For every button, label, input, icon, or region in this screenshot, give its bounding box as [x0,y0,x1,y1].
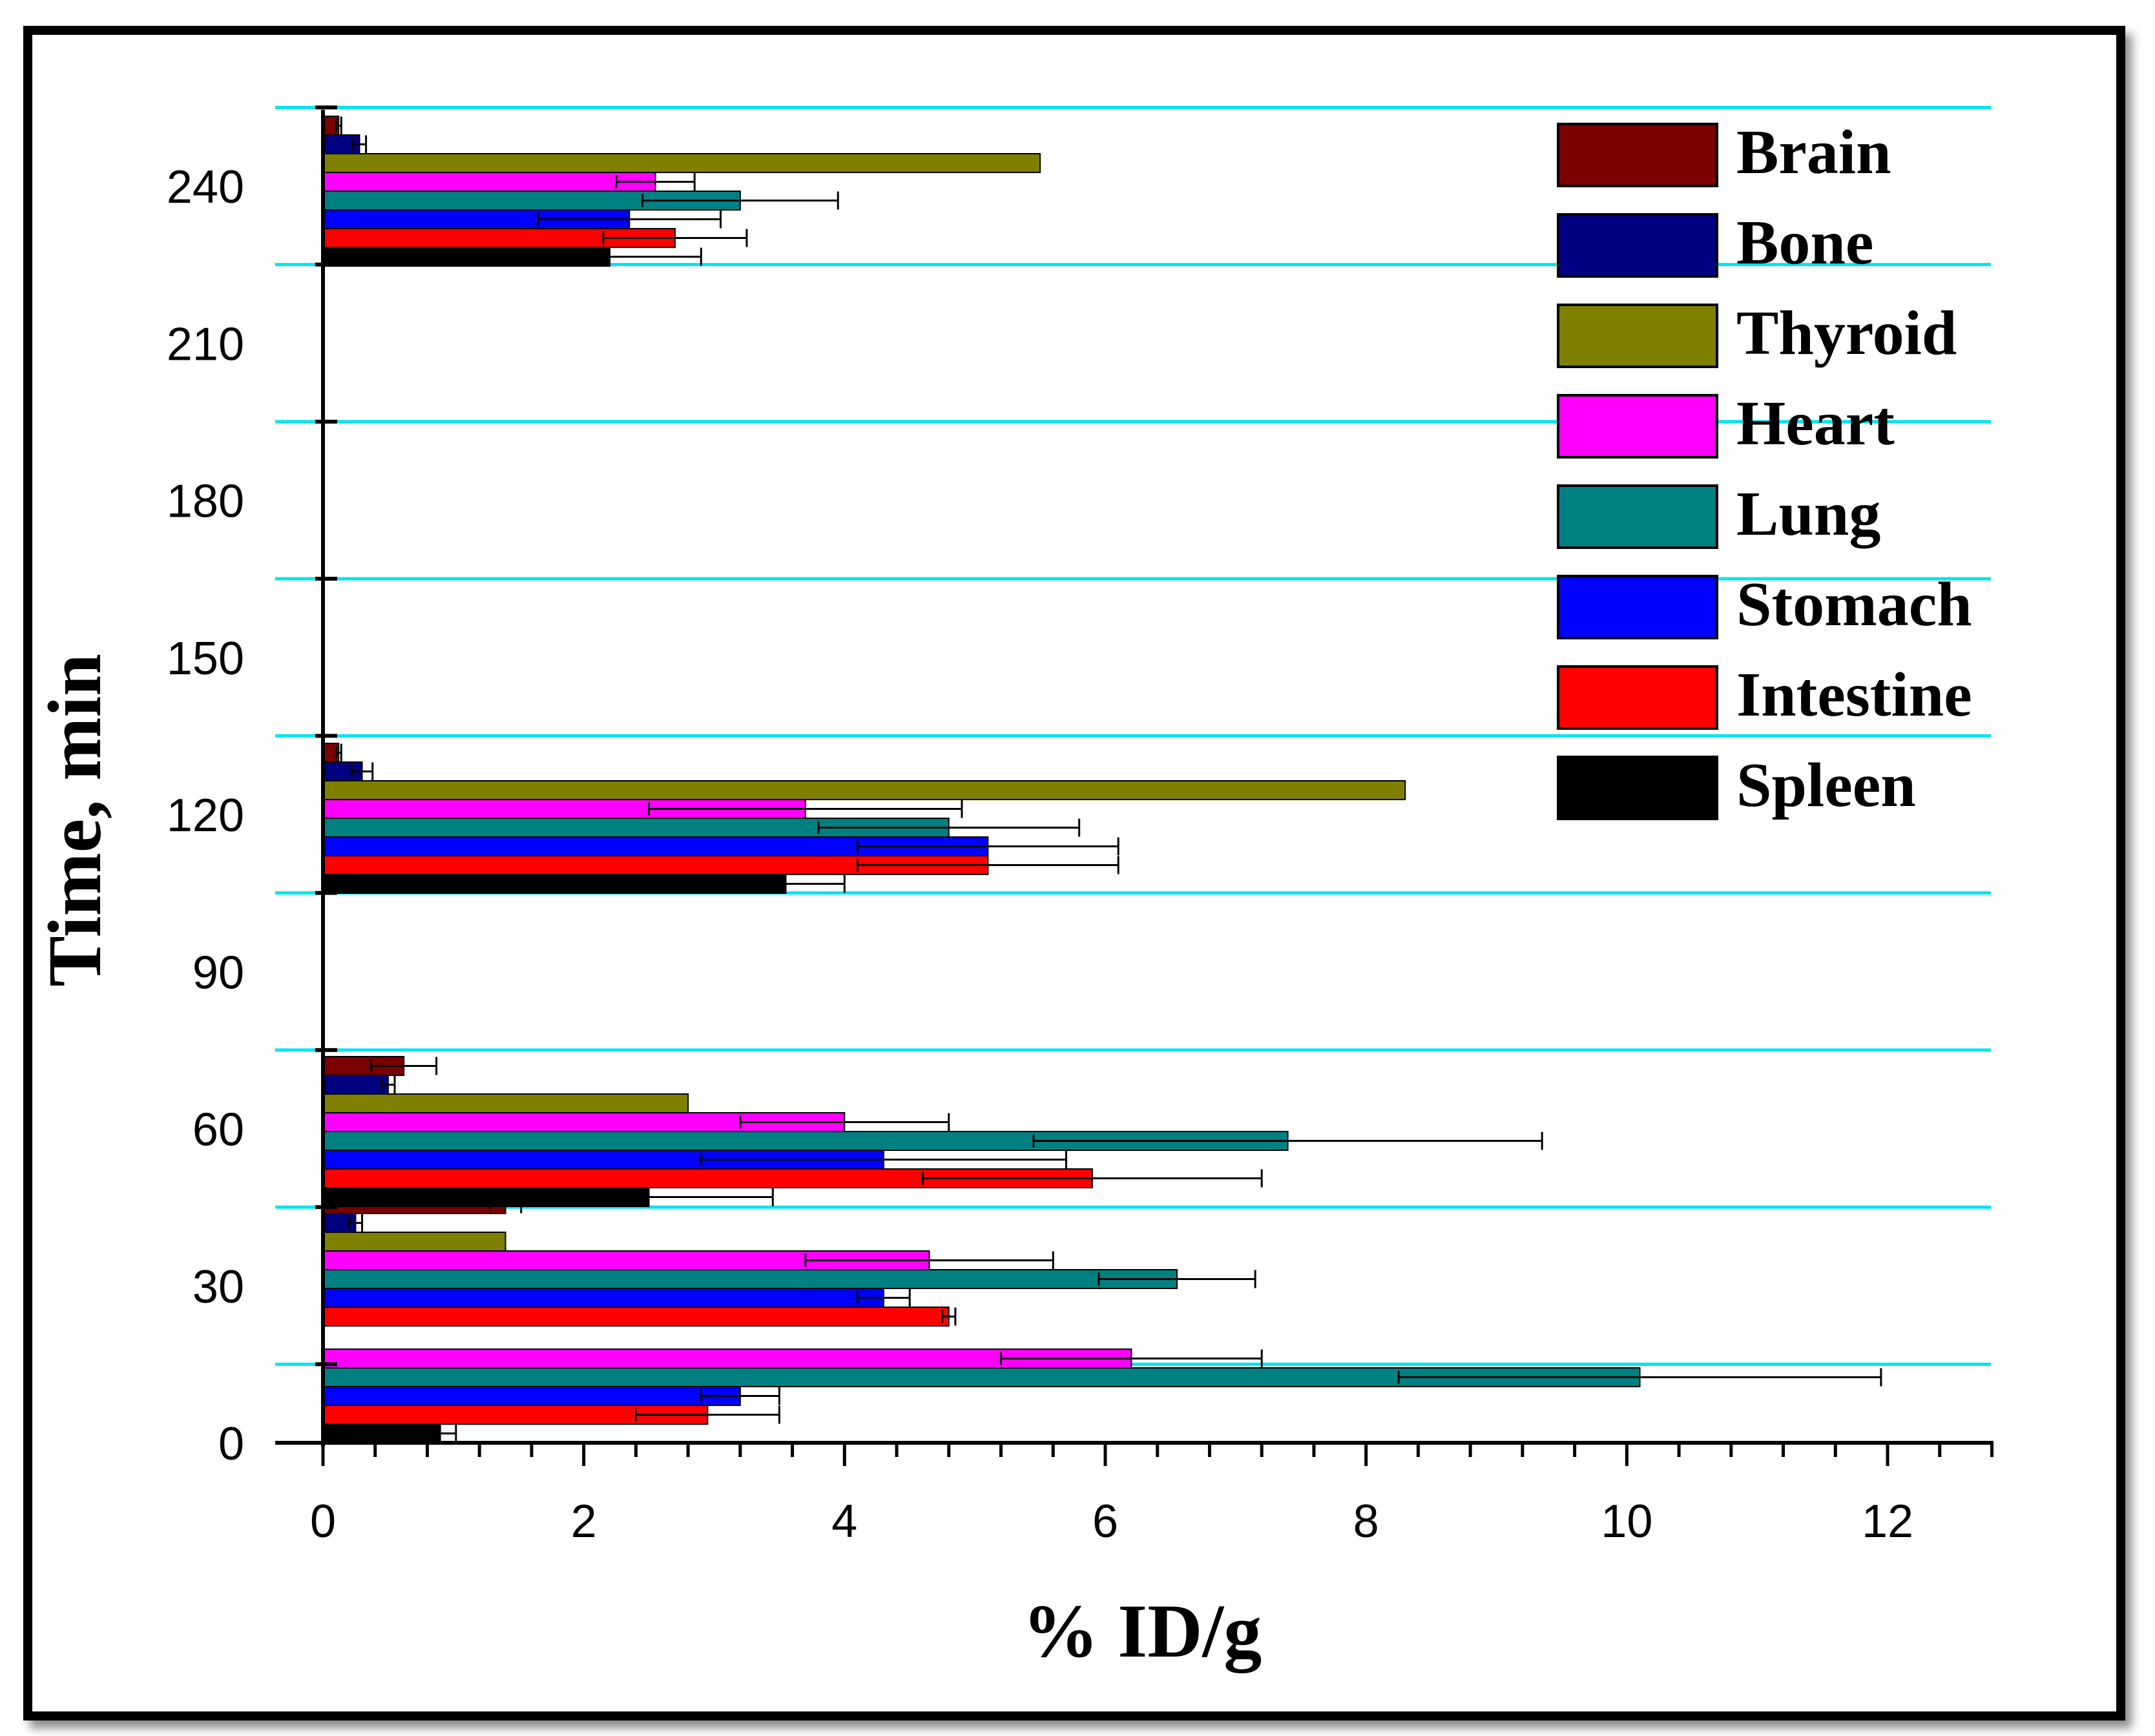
x-axis-title: % ID/g [1023,1589,1262,1673]
y-tick-label: 120 [167,790,244,842]
y-tick-label: 150 [167,633,244,685]
bar-spleen-0-15 [322,1423,441,1443]
bar-bone-60 [322,1075,389,1095]
bar-spleen-120 [322,874,787,894]
y-tick-label: 60 [193,1104,244,1156]
legend-swatch-intestine [1557,665,1718,730]
legend-swatch-stomach [1557,575,1718,639]
x-tick-label: 4 [831,1496,857,1547]
legend-label-lung: Lung [1736,479,1880,549]
y-tick-label: 180 [167,476,244,528]
x-tick-label: 2 [571,1496,597,1547]
x-tick-label: 6 [1092,1496,1118,1547]
legend-swatch-heart [1557,394,1718,459]
legend-swatch-spleen [1557,756,1718,820]
legend-label-bone: Bone [1736,208,1873,278]
legend-label-thyroid: Thyroid [1736,298,1957,368]
legend-swatch-brain [1557,123,1718,187]
legend-label-stomach: Stomach [1736,570,1972,639]
x-tick-label: 8 [1353,1496,1379,1547]
bar-thyroid-30 [322,1232,506,1252]
bar-stomach-30 [322,1288,884,1308]
y-tick-label: 30 [193,1261,244,1313]
bar-heart-240 [322,172,656,192]
legend-label-brain: Brain [1736,118,1891,187]
y-tick-label: 90 [193,947,244,998]
legend-label-heart: Heart [1736,389,1895,459]
bar-thyroid-120 [322,780,1406,800]
legend-swatch-bone [1557,213,1718,278]
legend-label-spleen: Spleen [1736,750,1916,820]
y-tick-label: 210 [167,318,244,370]
bar-intestine-30 [322,1307,950,1327]
bar-thyroid-60 [322,1093,689,1113]
bar-stomach-0-15 [322,1386,741,1406]
y-tick-label: 240 [167,161,244,213]
bar-lung-30 [322,1269,1178,1289]
legend-label-intestine: Intestine [1736,660,1972,730]
x-tick-label: 10 [1601,1496,1652,1547]
x-tick-label: 12 [1862,1496,1913,1547]
y-tick-label: 0 [218,1418,244,1470]
legend-swatch-thyroid [1557,304,1718,368]
x-tick-label: 0 [310,1496,336,1547]
legend-swatch-lung [1557,484,1718,549]
bar-thyroid-240 [322,153,1041,173]
y-axis-title: Time, min [32,654,117,987]
